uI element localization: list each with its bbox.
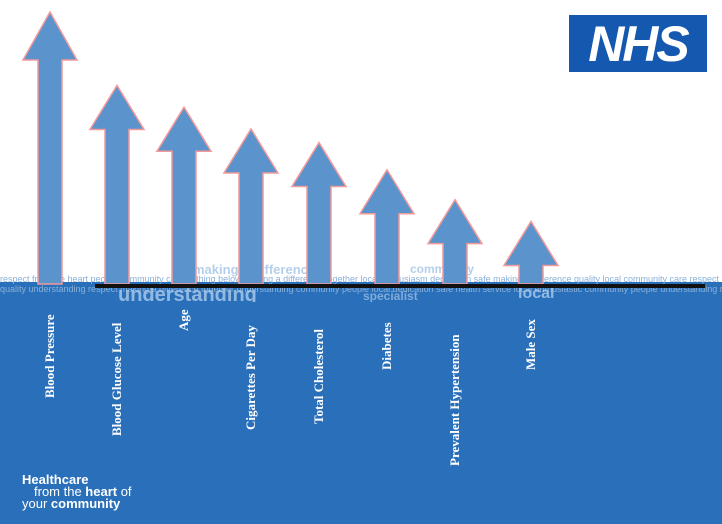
tagline-text: your (22, 496, 51, 511)
wordcloud-word: understanding (118, 284, 257, 302)
blue-band (0, 282, 722, 524)
tagline-text: from the (34, 484, 86, 499)
factor-arrow (21, 10, 79, 285)
tagline-community: community (50, 496, 121, 511)
factor-arrow (222, 127, 280, 285)
nhs-logo: NHS (569, 15, 707, 72)
nhs-logo-text: NHS (588, 15, 690, 72)
wordcloud-word: local (518, 285, 555, 302)
tagline: Healthcare from the heart of your commun… (22, 472, 132, 511)
baseline-axis (95, 284, 705, 288)
factor-arrow (88, 84, 146, 285)
wordcloud-line: respect from the heart people community … (0, 274, 722, 284)
factor-arrow (155, 105, 213, 285)
factor-label: Prevalent Hypertension (447, 334, 462, 466)
tagline-line-1: Healthcare (22, 472, 89, 487)
wordcloud-strip: respect from the heart people community … (0, 262, 722, 302)
tagline-line-2: from the heart of (22, 484, 132, 499)
wordcloud-word: together (137, 300, 185, 302)
factor-label: Total Cholesterol (311, 329, 326, 424)
factor-arrow (290, 141, 348, 285)
factor-label: Blood Pressure (42, 314, 57, 398)
factor-label: Diabetes (379, 322, 394, 370)
factor-label: Age (176, 309, 191, 331)
tagline-line-3: your community (22, 496, 132, 511)
wordcloud-line: quality understanding respect making a d… (0, 284, 722, 294)
tagline-text: of (117, 484, 132, 499)
wordcloud-word: specialist (363, 289, 418, 302)
factor-label: Blood Glucose Level (109, 322, 124, 436)
factor-label: Cigarettes Per Day (243, 325, 258, 430)
factor-arrow (502, 220, 560, 285)
factor-label: Male Sex (523, 319, 538, 370)
tagline-heart: heart (85, 484, 118, 499)
factor-arrow (358, 168, 416, 285)
factor-arrow (426, 198, 484, 285)
